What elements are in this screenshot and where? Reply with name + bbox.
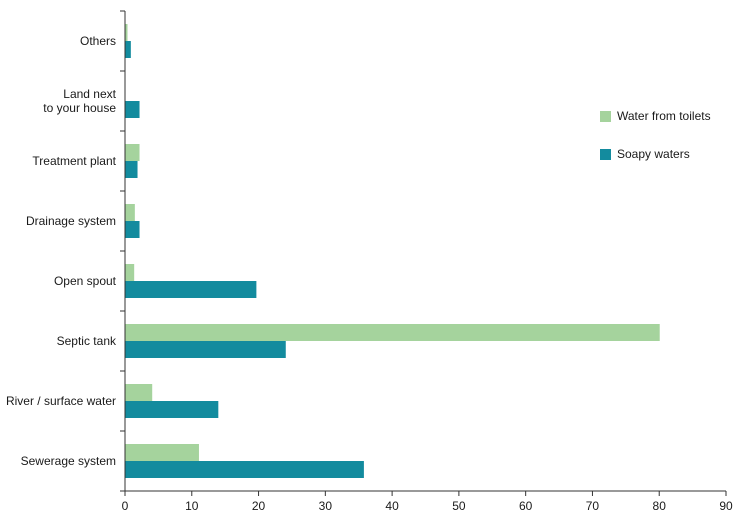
x-tick-label: 40: [385, 499, 399, 513]
x-tick-label: 60: [519, 499, 533, 513]
category-label: Open spout: [54, 274, 117, 288]
x-tick-label: 20: [252, 499, 266, 513]
category-label: Sewerage system: [21, 454, 116, 468]
bar-water-from-toilets: [125, 444, 199, 461]
x-tick-label: 70: [586, 499, 600, 513]
x-tick-label: 90: [719, 499, 733, 513]
category-label: Septic tank: [57, 334, 117, 348]
bar-soapy-waters: [125, 341, 286, 358]
bar-water-from-toilets: [125, 204, 135, 221]
bar-soapy-waters: [125, 281, 257, 298]
x-tick-label: 10: [185, 499, 199, 513]
bar-soapy-waters: [125, 461, 364, 478]
category-label: Others: [80, 34, 116, 48]
category-label: River / surface water: [6, 394, 116, 408]
bars: [125, 24, 660, 478]
bar-water-from-toilets: [125, 264, 135, 281]
legend-label: Soapy waters: [617, 147, 690, 161]
x-tick-labels: 0 10 20 30 40 50 60 70 80 90: [122, 499, 733, 513]
bar-soapy-waters: [125, 41, 131, 58]
legend-swatch-water-from-toilets: [600, 110, 611, 122]
legend-item-soapy-waters: Soapy waters: [600, 144, 711, 164]
bar-water-from-toilets: [125, 324, 660, 341]
bar-water-from-toilets: [125, 144, 140, 161]
bar-soapy-waters: [125, 161, 138, 178]
category-label: Treatment plant: [32, 154, 116, 168]
bar-soapy-waters: [125, 401, 219, 418]
category-label: Land next to your house: [43, 87, 116, 115]
category-label: Drainage system: [26, 214, 116, 228]
legend: Water from toilets Soapy waters: [600, 106, 711, 182]
bar-soapy-waters: [125, 101, 140, 118]
x-tick-label: 0: [122, 499, 129, 513]
x-tick-label: 80: [653, 499, 667, 513]
bar-soapy-waters: [125, 221, 140, 238]
bar-water-from-toilets: [125, 24, 128, 41]
x-tick-label: 30: [319, 499, 333, 513]
category-labels: Sewerage system River / surface water Sept…: [6, 34, 117, 468]
legend-label: Water from toilets: [617, 109, 711, 123]
x-tick-label: 50: [452, 499, 466, 513]
legend-swatch-soapy-waters: [600, 148, 611, 160]
bar-water-from-toilets: [125, 384, 153, 401]
axes: [120, 10, 727, 496]
legend-item-water-from-toilets: Water from toilets: [600, 106, 711, 126]
